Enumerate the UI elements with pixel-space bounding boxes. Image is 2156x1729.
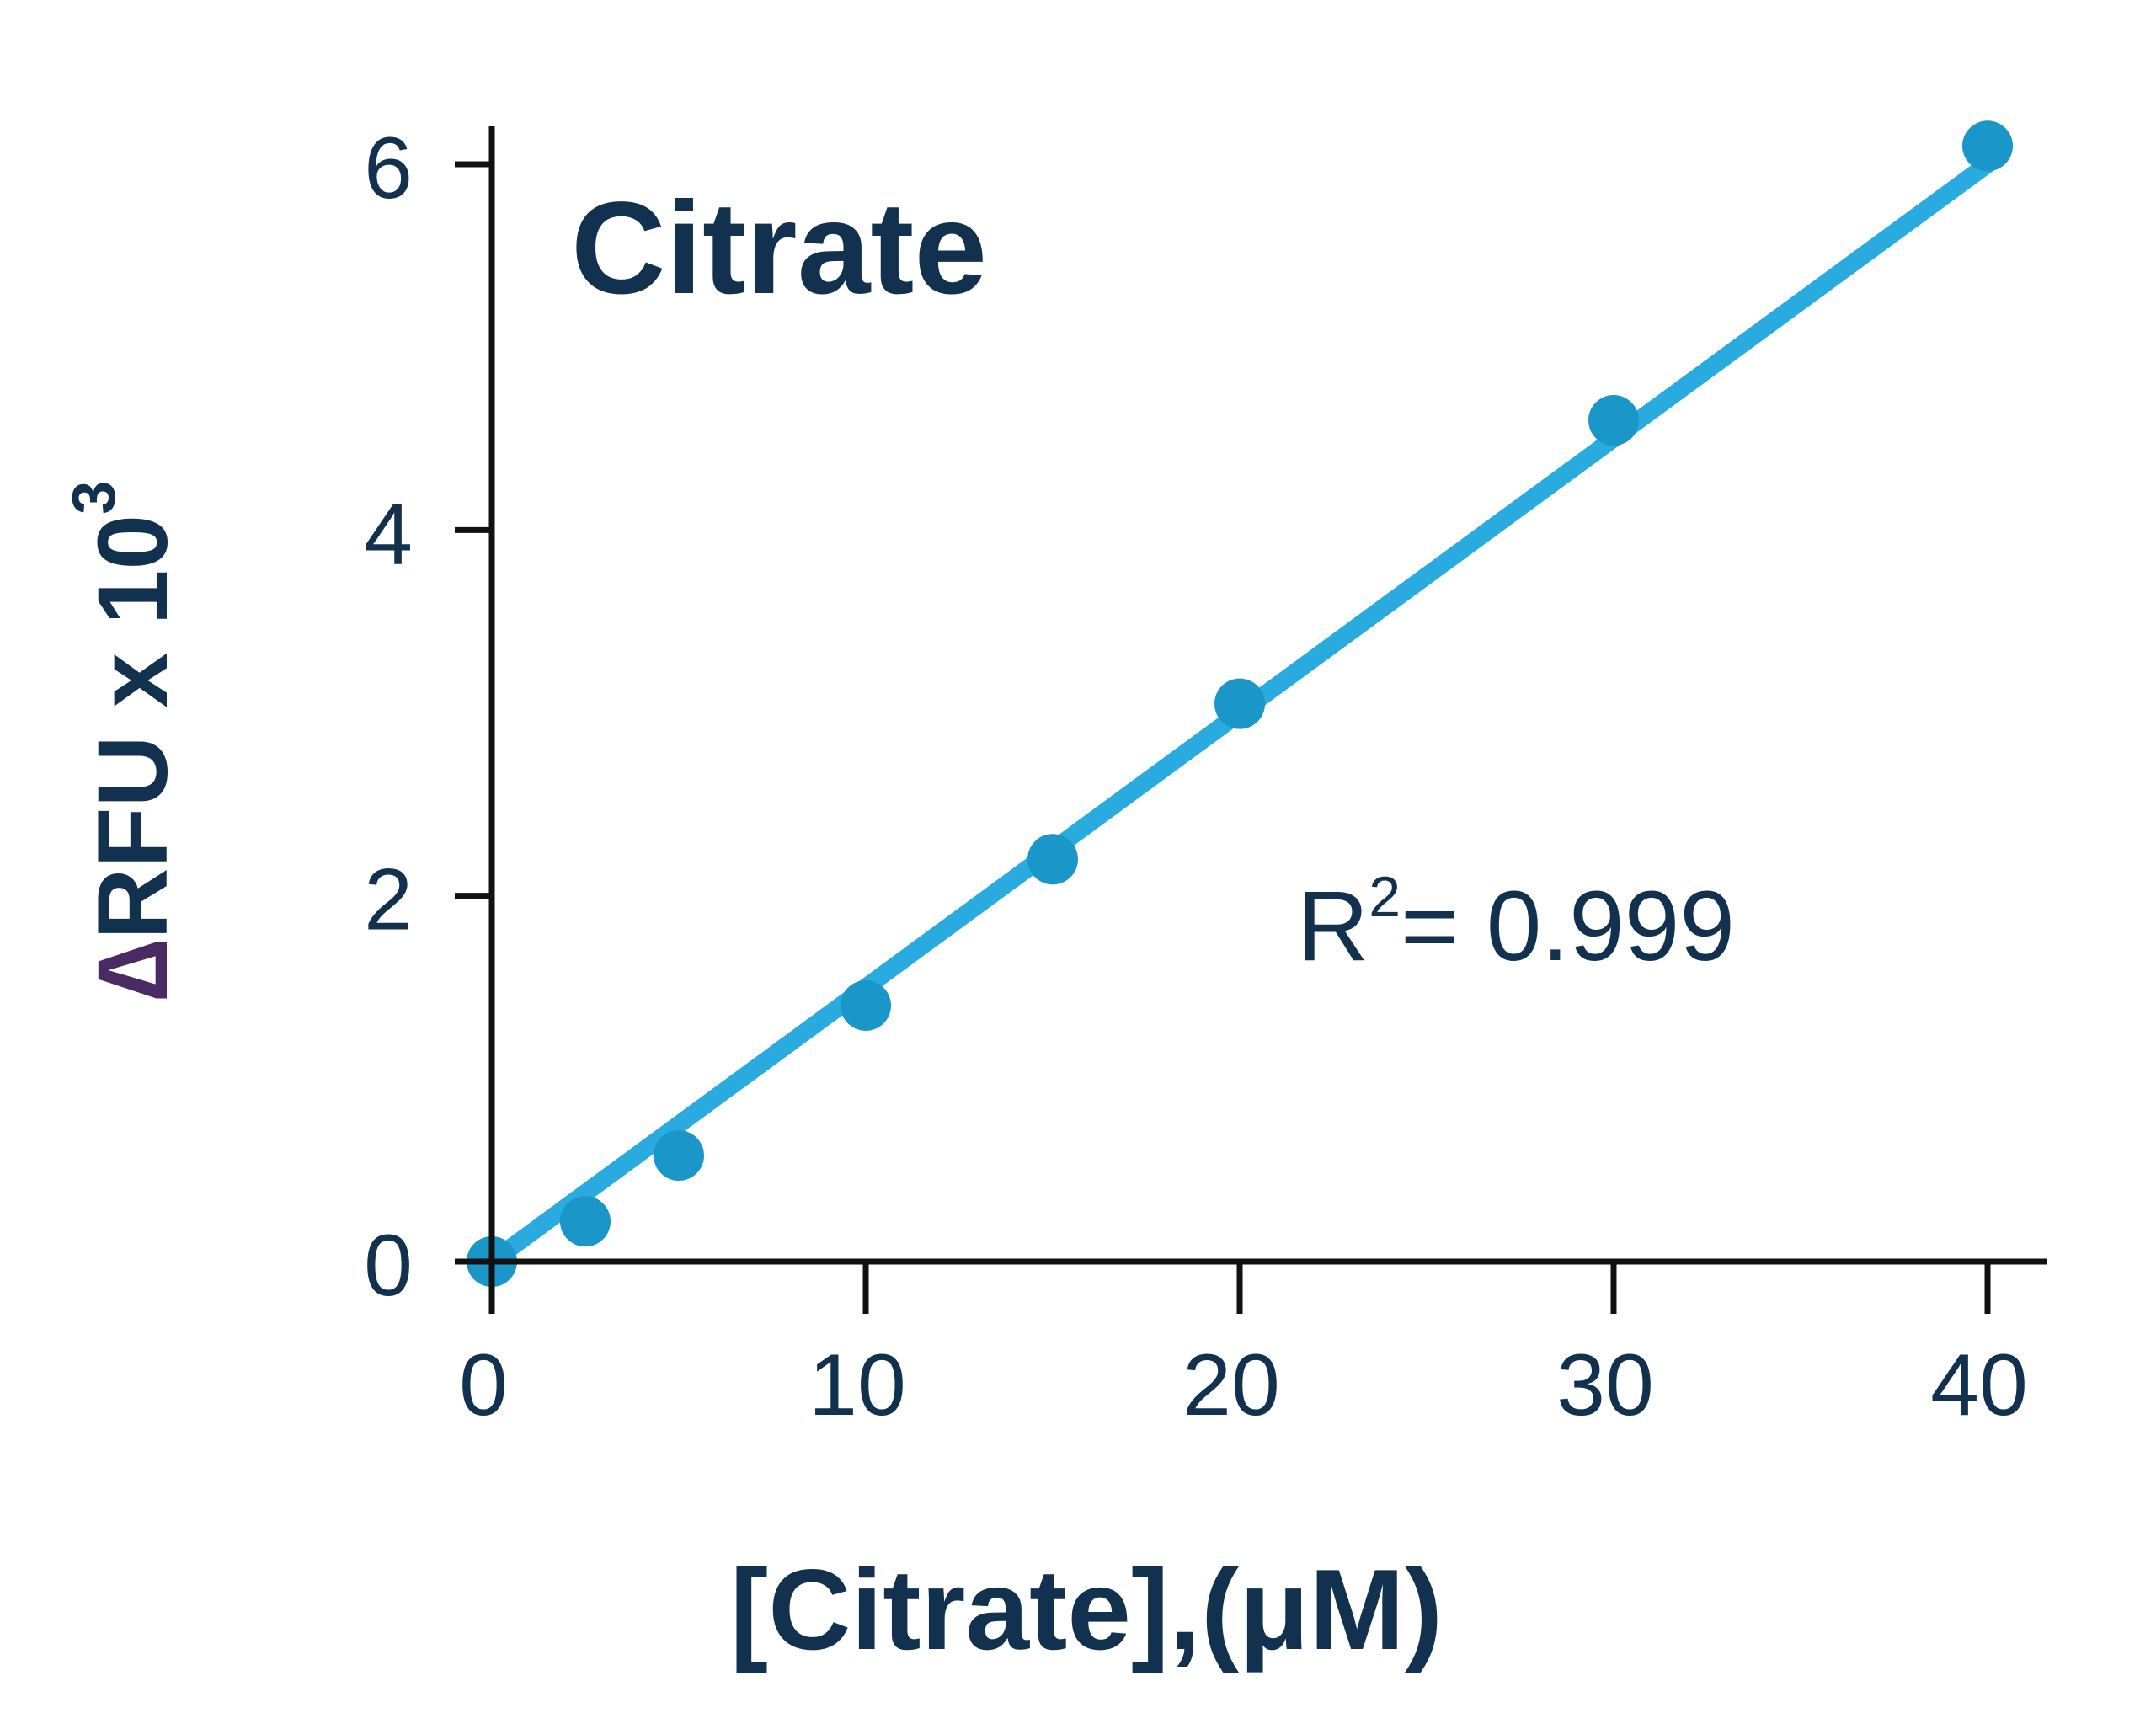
y-ticks: 0 2 4 6 xyxy=(364,120,492,1315)
x-ticks: 0 10 20 30 40 xyxy=(459,1262,2028,1434)
r2-value: = 0.999 xyxy=(1401,871,1735,982)
y-axis-label-group: ∆RFU x 103 xyxy=(61,481,189,1001)
y-tick-label-4: 4 xyxy=(364,485,413,583)
data-point xyxy=(1214,678,1265,729)
data-point xyxy=(1962,120,2013,172)
axes-layer: 0 2 4 6 0 10 20 30 40 xyxy=(364,120,2047,1434)
points-layer xyxy=(467,120,2013,1287)
data-point xyxy=(1027,834,1078,885)
r2-annotation: R2= 0.999 xyxy=(1297,865,1735,982)
x-tick-label-30: 30 xyxy=(1556,1337,1654,1434)
data-point xyxy=(841,979,891,1031)
y-tick-label-0: 0 xyxy=(364,1217,413,1315)
y-tick-label-6: 6 xyxy=(364,120,413,217)
data-point xyxy=(560,1196,611,1247)
y-axis-label-text: RFU x 10 xyxy=(77,515,189,940)
x-tick-label-20: 20 xyxy=(1182,1337,1280,1434)
x-tick-label-40: 40 xyxy=(1930,1337,2028,1434)
x-tick-label-10: 10 xyxy=(808,1337,906,1434)
r2-exponent: 2 xyxy=(1369,865,1401,929)
y-axis-exponent: 3 xyxy=(61,481,128,515)
y-tick-label-2: 2 xyxy=(364,851,413,949)
data-point xyxy=(1588,395,1639,446)
data-point xyxy=(654,1130,704,1182)
y-axis-label: ∆RFU x 103 xyxy=(61,481,189,1001)
x-axis-label: [Citrate],(μM) xyxy=(730,1545,1443,1673)
r2-base: R xyxy=(1297,871,1369,982)
x-tick-label-0: 0 xyxy=(459,1337,508,1434)
chart-title: Citrate xyxy=(571,175,987,322)
y-axis-delta: ∆ xyxy=(77,940,189,1001)
